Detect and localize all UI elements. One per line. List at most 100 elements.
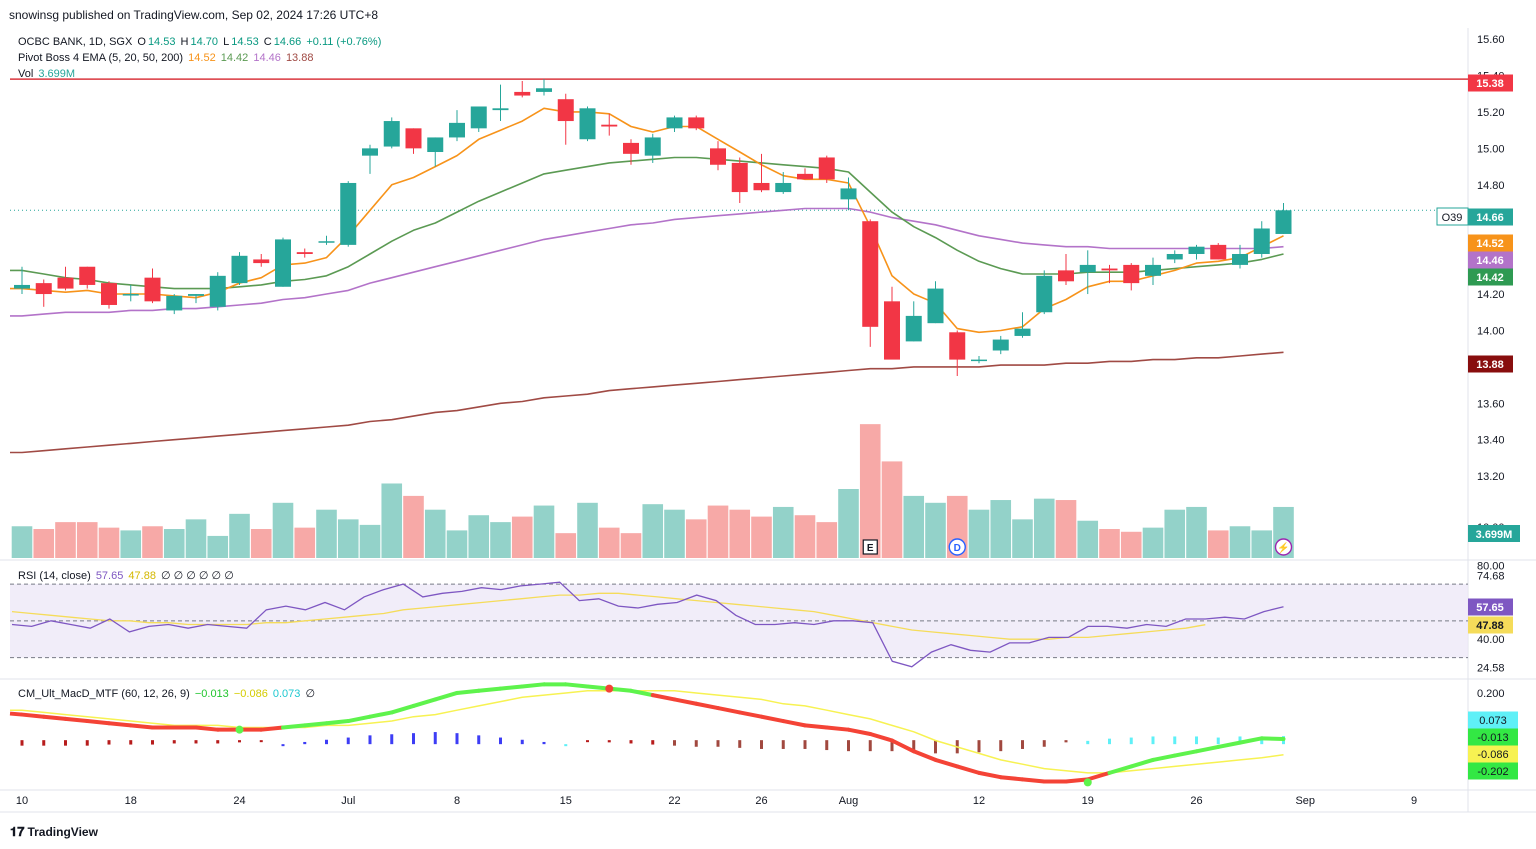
ema5-value: 14.52 — [188, 52, 216, 64]
dividend-marker-label: D — [954, 543, 961, 554]
candle-body — [296, 252, 313, 254]
macd-histogram-bar — [1086, 740, 1090, 745]
volume-bar — [11, 526, 33, 558]
macd-histogram-bar — [129, 740, 133, 745]
macd-histogram-bar — [673, 740, 676, 746]
macd-line-segment — [281, 723, 307, 730]
macd-histogram-bar — [1042, 740, 1046, 747]
volume-bar — [751, 516, 772, 558]
volume-bar — [446, 530, 468, 558]
price-axis-tick: 14.20 — [1477, 289, 1505, 301]
macd-line-segment — [41, 714, 68, 721]
volume-bar — [620, 533, 642, 558]
open-value: 14.53 — [147, 36, 176, 48]
volume-bar — [990, 500, 1012, 558]
candle-body — [1036, 275, 1053, 313]
symbol-name: OCBC BANK, 1D, SGX — [18, 36, 133, 48]
low-value: 14.53 — [231, 36, 259, 48]
macd-histogram-bar — [151, 740, 154, 745]
volume-bar — [816, 522, 838, 558]
macd-histogram-bar — [238, 740, 241, 743]
macd-line-segment — [890, 738, 916, 754]
candle-body — [449, 122, 465, 138]
candle-body — [536, 88, 552, 92]
macd-histogram-bar — [1129, 737, 1133, 745]
volume-legend: Vol 3.699M — [18, 68, 77, 80]
macd-line-segment — [977, 770, 1003, 780]
candle-body — [623, 142, 639, 154]
macd-line-segment — [20, 712, 46, 719]
price-badge: 14.52 — [1476, 238, 1504, 250]
macd-line-segment — [1151, 753, 1177, 762]
macd-histogram-bar — [694, 740, 698, 747]
volume-bar — [577, 502, 598, 558]
price-badge-box — [1468, 251, 1513, 269]
symbol-legend: OCBC BANK, 1D, SGX O 14.53 H 14.70 L 14.53 … — [18, 36, 383, 48]
volume-bar — [163, 529, 185, 558]
macd-line-segment — [933, 757, 960, 769]
macd-badge-box — [1468, 728, 1518, 746]
publisher-line: snowinsg published on TradingView.com, S… — [9, 8, 379, 22]
candle-body — [731, 162, 748, 193]
rsi-extra: ∅ ∅ ∅ ∅ ∅ ∅ — [161, 570, 234, 582]
volume-bar — [1055, 500, 1077, 558]
earnings-marker-icon — [862, 539, 878, 555]
price-axis-tick: 13.40 — [1477, 435, 1505, 447]
rsi-axis-tick: 40.00 — [1477, 634, 1505, 646]
candle-body — [383, 121, 400, 147]
macd-histogram-bar — [520, 739, 524, 745]
macd-line-segment — [1107, 764, 1134, 775]
price-badge-box — [1468, 208, 1513, 226]
candle-body — [1210, 244, 1227, 260]
candle-body — [1253, 228, 1270, 254]
volume-bar — [968, 509, 990, 558]
volume-bar — [33, 529, 55, 558]
volume-bar — [381, 483, 403, 558]
close-label: C — [263, 36, 272, 48]
price-badge: 15.38 — [1476, 78, 1504, 90]
candle-body — [470, 106, 487, 129]
candle-body — [1079, 264, 1096, 273]
candle-body — [862, 221, 879, 327]
rsi-legend: RSI (14, close) 57.65 47.88 ∅ ∅ ∅ ∅ ∅ ∅ — [18, 569, 236, 582]
macd-histogram-bar — [629, 740, 633, 744]
volume-bar — [1186, 506, 1207, 558]
time-axis-tick: Aug — [839, 795, 859, 807]
macd-line-segment — [1216, 740, 1242, 749]
volume-bar — [1033, 498, 1055, 558]
macd-histogram-bar — [259, 740, 263, 743]
rsi-badge-box — [1468, 616, 1513, 634]
macd-line-segment — [107, 721, 133, 728]
ema200-line — [10, 351, 1284, 454]
macd-histogram-bar — [781, 740, 785, 749]
time-axis-tick: 12 — [973, 795, 985, 807]
macd-line-segment — [520, 682, 546, 689]
time-axis-tick: 19 — [1082, 795, 1094, 807]
rsi-axis-tick: 74.68 — [1477, 570, 1505, 582]
volume-bar — [1012, 519, 1033, 558]
macd-axis-tick: 0.200 — [1477, 688, 1505, 700]
macd-line-segment — [389, 703, 416, 715]
vol-name: Vol — [18, 68, 34, 80]
macd-histogram-bar — [825, 740, 829, 751]
volume-bar — [1251, 530, 1273, 558]
price-axis-tick: 15.20 — [1477, 107, 1505, 119]
change-value: +0.11 (+0.76%) — [306, 36, 382, 48]
macd-name: CM_Ult_MacD_MTF (60, 12, 26, 9) — [18, 688, 190, 700]
macd-line-segment — [563, 682, 590, 689]
macd-line-segment — [846, 727, 873, 736]
close-value: 14.66 — [273, 36, 302, 48]
macd-badge: -0.013 — [1477, 732, 1508, 744]
candle-body — [144, 277, 161, 302]
macd-histogram-bar — [977, 740, 981, 753]
vol-value: 3.699M — [38, 68, 76, 80]
macd-line-segment — [1064, 777, 1090, 784]
macd-line-segment — [803, 723, 829, 730]
macd-line-segment — [868, 732, 894, 743]
macd-histogram-bar — [172, 740, 176, 744]
macd-cross-up-icon — [1083, 778, 1092, 787]
candle-body — [601, 124, 618, 127]
candle-body — [514, 91, 531, 96]
time-axis-tick: 8 — [454, 795, 460, 807]
